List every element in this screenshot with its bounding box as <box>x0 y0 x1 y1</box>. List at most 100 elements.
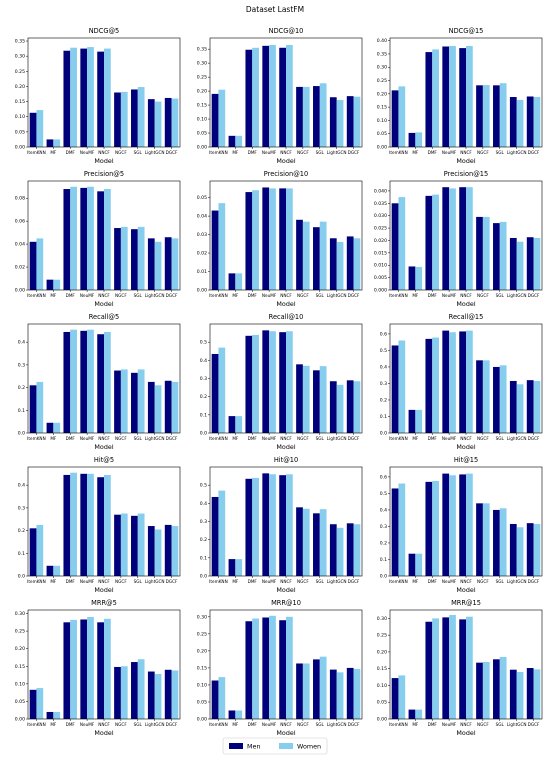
x-tick-label: DGCF <box>166 722 178 727</box>
bar <box>425 52 433 148</box>
bar <box>442 617 450 719</box>
x-tick-label: MF <box>232 722 239 727</box>
bar <box>63 331 71 433</box>
bar <box>526 668 534 719</box>
bar <box>211 496 219 576</box>
bar <box>29 528 37 576</box>
y-tick-label: 0.3 <box>200 376 207 382</box>
x-tick-label: NNCF <box>460 436 472 441</box>
bar <box>218 203 226 290</box>
y-tick-label: 0.020 <box>374 238 387 244</box>
bar <box>493 366 500 433</box>
axes-frame <box>27 609 181 720</box>
bar <box>408 409 416 433</box>
y-tick-label: 0.35 <box>197 47 207 53</box>
x-tick-label: SGL <box>134 150 143 155</box>
bar <box>415 709 423 719</box>
bar <box>104 331 111 433</box>
x-tick-label: DMF <box>428 436 438 441</box>
bar <box>269 474 276 576</box>
x-axis-label: Model <box>456 586 475 594</box>
bar <box>466 187 473 290</box>
y-tick-label: 0.20 <box>15 84 25 90</box>
bar <box>391 678 399 719</box>
y-tick-label: 0.05 <box>197 699 207 705</box>
y-tick-label: 0.4 <box>200 358 207 364</box>
bar <box>53 139 61 147</box>
legend-label: Men <box>247 743 261 751</box>
y-tick-label: 0.15 <box>15 664 25 670</box>
bar <box>533 523 541 576</box>
bar <box>415 409 423 433</box>
bar <box>476 85 483 147</box>
y-tick-label: 0.0 <box>18 574 25 580</box>
y-tick-label: 0.4 <box>380 507 387 513</box>
x-tick-label: NNCF <box>280 436 292 441</box>
x-tick-label: NeuMF <box>442 293 457 298</box>
x-axis-label: Model <box>456 157 475 165</box>
bar <box>286 331 293 433</box>
x-tick-label: MF <box>50 579 57 584</box>
x-tick-label: DMF <box>248 150 258 155</box>
bar <box>313 659 320 719</box>
x-tick-label: SGL <box>134 579 143 584</box>
bar <box>408 266 416 290</box>
bar <box>279 47 286 147</box>
bar <box>97 334 104 433</box>
bar <box>296 86 303 147</box>
x-tick-label: NGCF <box>297 579 309 584</box>
bar <box>36 381 44 433</box>
bar <box>46 279 54 290</box>
bar <box>154 101 162 147</box>
bar <box>252 477 259 576</box>
x-tick-label: MF <box>232 579 239 584</box>
bar <box>449 475 456 576</box>
x-tick-label: NGCF <box>115 150 127 155</box>
bar <box>476 216 483 290</box>
bar <box>432 49 439 148</box>
bar <box>302 365 310 433</box>
subplot: MRR@10 0.00 0.05 0.10 0.15 0.20 0.25 0.30 ItemKN… <box>197 599 363 737</box>
x-tick-label: MF <box>412 579 419 584</box>
bar <box>353 524 361 576</box>
bar <box>391 203 399 290</box>
bar <box>415 132 423 147</box>
bar <box>46 139 54 147</box>
x-tick-label: DMF <box>66 150 76 155</box>
x-tick-label: MF <box>232 436 239 441</box>
y-tick-label: 0.1 <box>18 551 25 557</box>
bar <box>329 381 337 433</box>
x-tick-label: MF <box>412 293 419 298</box>
x-tick-label: SGL <box>496 293 505 298</box>
x-tick-label: NNCF <box>280 579 292 584</box>
bar <box>97 622 104 719</box>
bar <box>353 96 361 147</box>
bar <box>296 663 303 719</box>
y-tick-label: 0.4 <box>18 483 25 489</box>
bar <box>262 45 270 148</box>
x-axis-label: Model <box>94 157 113 165</box>
bar <box>319 509 327 576</box>
bar <box>302 221 310 290</box>
x-tick-label: NeuMF <box>442 722 457 727</box>
bar <box>63 189 71 290</box>
x-tick-label: DMF <box>248 579 258 584</box>
axes-frame <box>209 180 363 291</box>
y-tick-label: 0.10 <box>377 683 387 689</box>
bar <box>87 47 94 148</box>
bar <box>137 513 145 576</box>
bar <box>211 353 219 433</box>
bar <box>466 473 473 576</box>
bar <box>114 370 121 433</box>
x-tick-label: DGCF <box>348 436 360 441</box>
x-axis-label: Model <box>276 586 295 594</box>
bar <box>262 330 270 433</box>
bar <box>228 416 236 433</box>
bar <box>526 523 534 576</box>
subplot-title: NDCG@5 <box>89 27 120 35</box>
x-tick-label: DGCF <box>528 722 540 727</box>
x-tick-label: NeuMF <box>80 293 95 298</box>
bar <box>526 96 534 147</box>
y-tick-label: 0.00 <box>377 717 387 723</box>
y-tick-label: 0.0 <box>18 431 25 437</box>
